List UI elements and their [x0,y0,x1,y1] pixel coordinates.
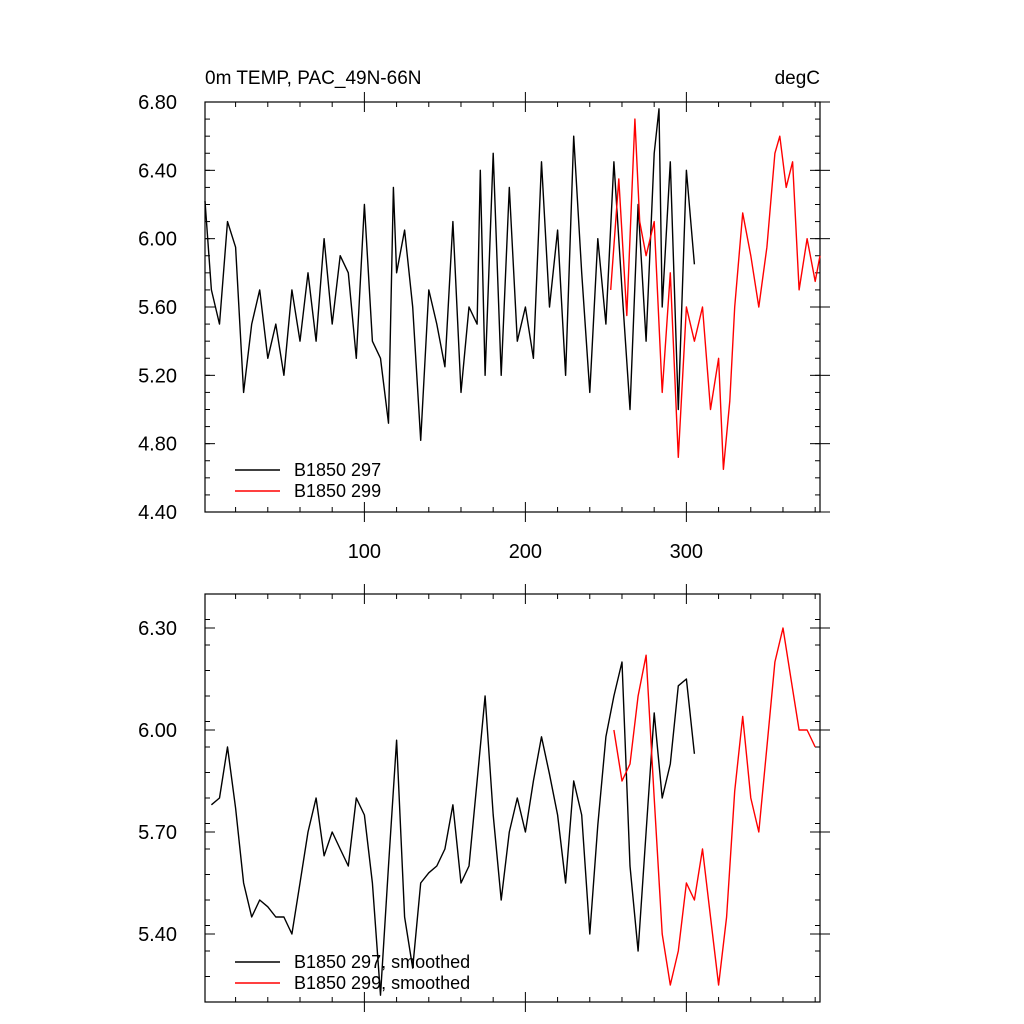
x-tick-label: 300 [670,541,703,563]
top-panel-title: 0m TEMP, PAC_49N-66N [205,68,421,89]
x-tick-label: 200 [509,541,542,563]
series-line-b1850-297-smoothed [210,661,696,996]
bottom-panel-series [210,627,816,996]
legend-label-297: B1850 297 [294,460,381,480]
x-tick-label: 100 [348,541,381,563]
series-line-b1850-299 [610,118,821,470]
top-panel: 0m TEMP, PAC_49N-66N degC 100 200 300 4.40 4… [138,68,830,563]
top-panel-frame [204,101,821,513]
y-tick-label: 5.70 [138,822,177,844]
y-tick-label: 5.60 [138,297,177,319]
y-tick-label: 6.80 [138,92,177,114]
y-tick-label: 6.30 [138,618,177,640]
y-tick-label: 6.00 [138,720,177,742]
top-panel-ticks: 100 200 300 4.40 4.80 5.20 5.60 6.00 6.40 6.80 [138,92,830,563]
bottom-panel-legend: B1850 297, smoothed B1850 299, smoothed [235,952,470,993]
bottom-panel-frame [204,593,821,1003]
legend-label-297-smoothed: B1850 297, smoothed [294,952,470,972]
y-tick-label: 6.40 [138,160,177,182]
y-tick-label: 4.40 [138,502,177,524]
y-tick-label: 5.40 [138,924,177,946]
top-panel-series [204,108,821,470]
series-line-b1850-297 [204,108,696,441]
y-tick-label: 5.20 [138,365,177,387]
top-panel-units: degC [775,68,820,89]
bottom-panel: 5.40 5.70 6.00 6.30 B1850 297, smoothed B18… [138,584,830,1012]
y-tick-label: 4.80 [138,434,177,456]
bottom-panel-ticks: 5.40 5.70 6.00 6.30 [138,584,830,1012]
series-line-b1850-299-smoothed [613,627,816,986]
legend-label-299-smoothed: B1850 299, smoothed [294,973,470,993]
legend-label-299: B1850 299 [294,481,381,501]
top-panel-legend: B1850 297 B1850 299 [235,460,381,501]
y-tick-label: 6.00 [138,229,177,251]
